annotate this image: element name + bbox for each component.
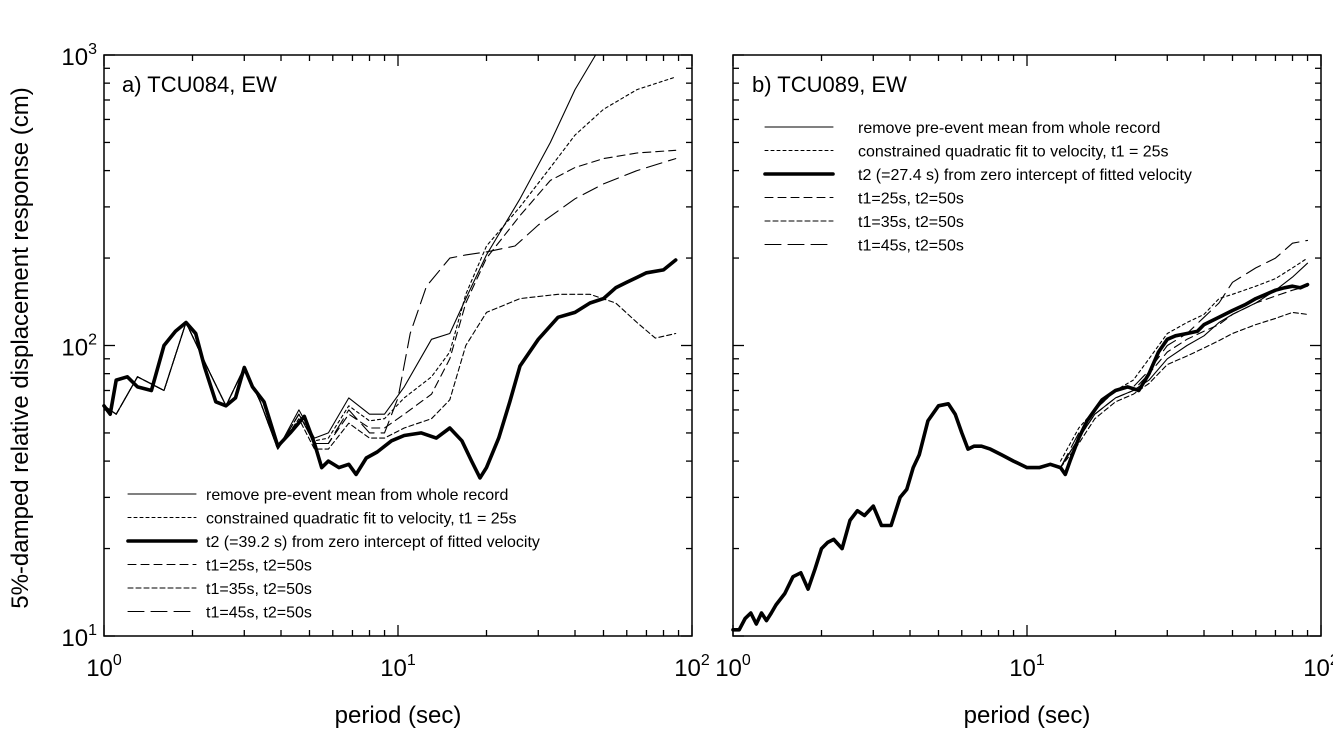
x-tick-label: 102: [674, 652, 710, 682]
x-tick-label: 102: [1303, 652, 1333, 682]
panel-b-ticks: 100 101 102: [715, 54, 1333, 682]
panel-a-series: [102, 54, 678, 480]
series-line-shortdash: [103, 293, 677, 450]
legend-label: constrained quadratic fit to velocity, t…: [206, 511, 517, 528]
series-line-dashed: [103, 149, 677, 450]
y-tick-label: 101: [61, 622, 97, 652]
series-line-longdash: [1059, 239, 1309, 469]
x-tick-label: 101: [380, 652, 416, 682]
series-line-dotted: [1059, 257, 1309, 462]
legend-label: t1=25s, t2=50s: [206, 558, 312, 575]
legend-label: t1=35s, t2=50s: [858, 214, 964, 231]
legend-label: t1=45s, t2=50s: [858, 238, 964, 255]
series-line-solid: [103, 54, 597, 450]
x-tick-label: 101: [1009, 652, 1045, 682]
panel-b-legend: remove pre-event mean from whole record c…: [763, 120, 1192, 255]
panel-b-series: [731, 239, 1310, 632]
legend-label: constrained quadratic fit to velocity, t…: [858, 144, 1169, 161]
legend-label: remove pre-event mean from whole record: [206, 487, 508, 504]
legend-label: t1=35s, t2=50s: [206, 581, 312, 598]
panel-b-title: b) TCU089, EW: [752, 72, 907, 97]
y-axis-label: 5%-damped relative displacement response…: [7, 87, 34, 609]
x-tick-label: 100: [86, 652, 122, 682]
panel-b-x-axis-label: period (sec): [964, 702, 1091, 729]
series-line-dotted: [103, 76, 677, 450]
series-line-thick: [102, 258, 678, 480]
series-line-shortdash: [1059, 311, 1309, 469]
panel-a-x-axis-label: period (sec): [335, 702, 462, 729]
panel-a: a) TCU084, EW period (sec) 100 101 1021011…: [61, 41, 710, 729]
x-tick-label: 100: [715, 652, 751, 682]
panel-a-title: a) TCU084, EW: [122, 72, 277, 97]
y-tick-label: 102: [61, 332, 97, 362]
legend-label: remove pre-event mean from whole record: [858, 120, 1160, 137]
legend-label: t2 (=27.4 s) from zero intercept of fitt…: [858, 167, 1192, 184]
legend-label: t1=25s, t2=50s: [858, 191, 964, 208]
legend-label: t1=45s, t2=50s: [206, 605, 312, 622]
y-tick-label: 103: [61, 41, 97, 71]
panel-a-legend: remove pre-event mean from whole record c…: [126, 487, 540, 622]
series-line-thick: [731, 282, 1310, 632]
series-line-dashed: [1059, 285, 1309, 469]
panel-b: b) TCU089, EW period (sec) 100 101 102 rem…: [715, 54, 1333, 729]
legend-label: t2 (=39.2 s) from zero intercept of fitt…: [206, 534, 540, 551]
